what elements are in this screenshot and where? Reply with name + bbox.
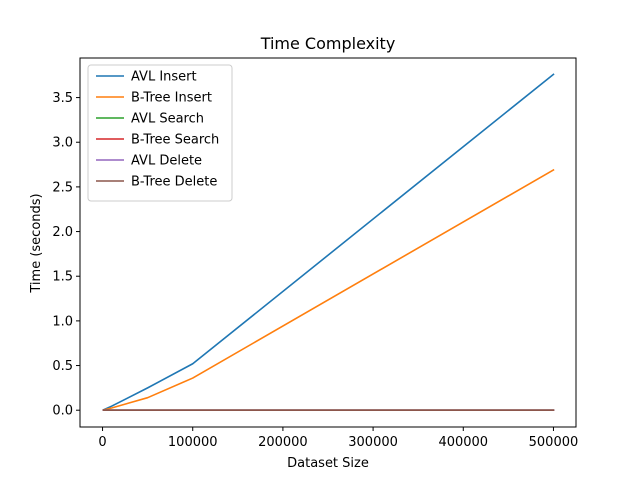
series-line-0 [102, 73, 555, 411]
series-line-1 [102, 168, 555, 412]
x-tick-label-0: 0 [98, 435, 106, 450]
y-tick-label-0: 0.0 [52, 404, 73, 419]
x-axis: 0 100000 200000 300000 400000 500000 [98, 427, 578, 450]
x-tick-label-1: 100000 [168, 435, 218, 450]
plot-frame [79, 57, 577, 428]
plot-lines [102, 73, 555, 412]
legend-box [87, 64, 233, 202]
y-axis-label: Time (seconds) [29, 193, 44, 293]
chart-title: Time Complexity [260, 34, 396, 53]
legend-label-3: B-Tree Search [131, 133, 219, 148]
y-tick-label-7: 3.5 [52, 91, 73, 106]
y-tick-label-3: 1.5 [52, 270, 73, 285]
y-axis: 0.0 0.5 1.0 1.5 2.0 2.5 3.0 3.5 [52, 91, 80, 419]
x-tick-label-3: 300000 [348, 435, 398, 450]
y-tick-label-1: 0.5 [52, 359, 73, 374]
legend-label-4: AVL Delete [131, 154, 202, 169]
legend-label-5: B-Tree Delete [131, 175, 217, 190]
legend-label-1: B-Tree Insert [131, 91, 212, 106]
y-tick-label-5: 2.5 [52, 180, 73, 195]
legend-label-2: AVL Search [131, 112, 204, 127]
x-tick-label-2: 200000 [258, 435, 308, 450]
x-tick-label-4: 400000 [438, 435, 488, 450]
x-axis-label: Dataset Size [287, 456, 369, 471]
y-tick-label-4: 2.0 [52, 225, 73, 240]
legend-label-0: AVL Insert [131, 70, 197, 85]
x-tick-label-5: 500000 [529, 435, 579, 450]
y-tick-label-6: 3.0 [52, 136, 73, 151]
legend: AVL Insert B-Tree Insert AVL Search B-Tree … [87, 64, 233, 202]
y-tick-label-2: 1.0 [52, 314, 73, 329]
